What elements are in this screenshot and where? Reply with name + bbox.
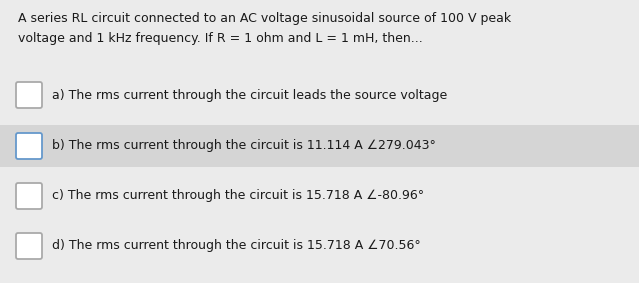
FancyBboxPatch shape bbox=[16, 82, 42, 108]
FancyBboxPatch shape bbox=[16, 183, 42, 209]
Text: A series RL circuit connected to an AC voltage sinusoidal source of 100 V peak: A series RL circuit connected to an AC v… bbox=[18, 12, 511, 25]
FancyBboxPatch shape bbox=[16, 233, 42, 259]
Bar bbox=[0, 125, 639, 167]
FancyBboxPatch shape bbox=[16, 133, 42, 159]
Text: d) The rms current through the circuit is 15.718 A ∠70.56°: d) The rms current through the circuit i… bbox=[52, 239, 420, 252]
Text: b) The rms current through the circuit is 11.114 A ∠279.043°: b) The rms current through the circuit i… bbox=[52, 140, 436, 153]
Text: voltage and 1 kHz frequency. If R = 1 ohm and L = 1 mH, then...: voltage and 1 kHz frequency. If R = 1 oh… bbox=[18, 32, 423, 45]
Text: c) The rms current through the circuit is 15.718 A ∠-80.96°: c) The rms current through the circuit i… bbox=[52, 190, 424, 203]
Text: a) The rms current through the circuit leads the source voltage: a) The rms current through the circuit l… bbox=[52, 89, 447, 102]
